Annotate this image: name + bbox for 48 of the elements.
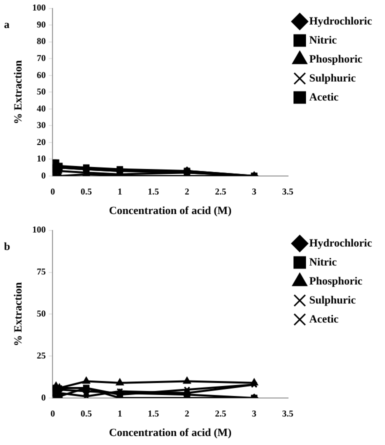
x-tick-label: 0 — [50, 186, 56, 197]
x-tick-label: 1.5 — [148, 408, 160, 419]
legend-label: Sulphuric — [309, 294, 356, 306]
legend-label: Hydrochloric — [309, 15, 372, 28]
y-tick-label: 100 — [32, 224, 46, 235]
x-tick-label: 1 — [118, 408, 123, 419]
x-tick-label: 0.5 — [80, 186, 92, 197]
y-tick-label: 25 — [36, 350, 46, 360]
x-tick-label: 0 — [50, 408, 56, 419]
legend-label: Nitric — [309, 34, 337, 46]
y-tick-label: 30 — [36, 120, 46, 130]
x-tick-label: 2 — [184, 408, 190, 419]
legend-label: Acetic — [309, 313, 339, 326]
y-tick-label: 80 — [36, 36, 46, 46]
legend-label: Nitric — [309, 256, 337, 268]
x-tick-label: 2.5 — [214, 408, 227, 419]
y-axis-title: % Extraction — [12, 60, 24, 124]
x-tick-label: 1 — [118, 186, 123, 197]
text: b — [4, 241, 10, 253]
legend-label: Sulphuric — [309, 72, 356, 84]
y-tick-label: 50 — [36, 86, 46, 97]
x-tick-label: 3.5 — [282, 186, 294, 197]
y-tick-label: 0 — [41, 392, 46, 402]
x-axis-title: Concentration of acid (M) — [108, 427, 232, 440]
y-tick-label: 100 — [32, 2, 46, 13]
x-tick-label: 0.5 — [80, 408, 92, 419]
x-tick-label: 1.5 — [148, 186, 160, 197]
y-tick-label: 90 — [36, 19, 46, 30]
legend-label: Acetic — [309, 91, 339, 104]
y-tick-label: 0 — [41, 170, 46, 180]
y-tick-label: 75 — [36, 266, 46, 277]
x-tick-label: 2 — [184, 186, 190, 197]
y-tick-label: 10 — [36, 154, 46, 164]
y-tick-label: 20 — [36, 136, 46, 147]
y-tick-label: 40 — [36, 103, 46, 114]
x-tick-label: 3 — [252, 408, 257, 419]
legend-label: Hydrochloric — [309, 237, 372, 250]
x-tick-label: 2.5 — [214, 186, 227, 197]
x-tick-label: 3 — [252, 186, 257, 197]
y-tick-label: 70 — [36, 53, 46, 64]
y-axis-title: % Extraction — [12, 282, 24, 346]
text: a — [4, 19, 10, 31]
x-tick-label: 3.5 — [282, 408, 294, 419]
legend-label: Phosphoric — [309, 53, 363, 66]
y-tick-label: 60 — [36, 70, 46, 80]
y-tick-label: 50 — [36, 308, 46, 319]
x-axis-title: Concentration of acid (M) — [108, 205, 232, 218]
legend-label: Phosphoric — [309, 275, 363, 288]
